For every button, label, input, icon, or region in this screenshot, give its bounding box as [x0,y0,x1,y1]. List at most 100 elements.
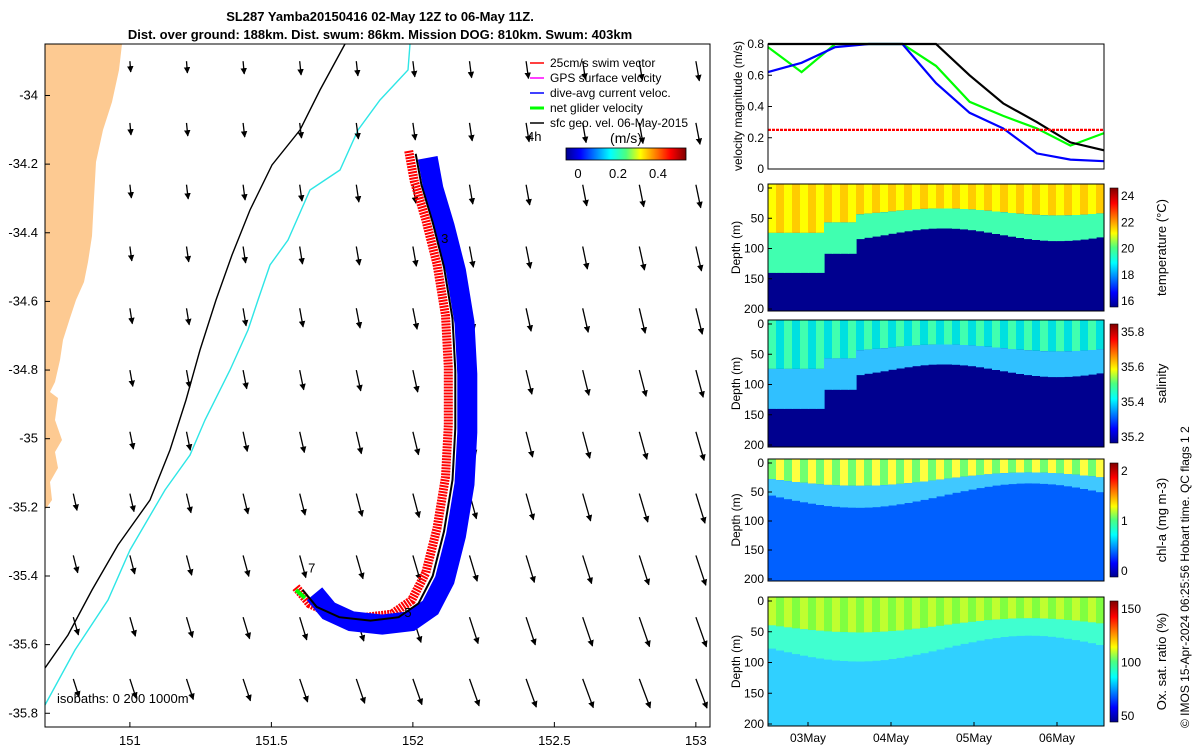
section-cell [1080,597,1089,622]
colorbar-label: temperature (°C) [1154,199,1169,296]
section-cell [1056,619,1065,638]
section-cell [936,344,945,365]
section-cell [1088,622,1097,644]
section-cell [904,320,913,346]
section-cell [856,632,865,662]
section-cell [848,632,857,662]
section-cell [840,597,849,633]
section-cell [1080,184,1089,215]
section-cell [784,232,793,273]
section-cell [776,597,785,627]
geo-velocity-arrow [299,555,308,579]
geo-velocity-arrow [72,678,81,698]
section-cell [808,368,817,409]
section-cell [1064,215,1073,241]
geo-velocity-arrow [297,122,305,139]
velocity-y-tick-label: 0.6 [747,68,764,82]
velocity-y-tick-label: 0 [757,162,764,176]
section-cell [872,485,881,508]
section-cell [808,232,817,273]
section-cell [848,485,857,508]
section-cell [960,184,969,209]
section-cell [984,620,993,640]
geo-velocity-arrow [129,617,137,637]
colorbar-tick: 0.4 [649,166,667,181]
colorbar-tick-label: 24 [1121,189,1135,203]
colorbar-tick-label: 100 [1121,656,1141,670]
velocity-y-tick-label: 0.8 [747,37,764,51]
depth-tick-label: 50 [751,347,765,361]
section-cell [1080,350,1089,376]
section-cell [1024,214,1033,240]
depth-axis-label: Depth (m) [729,493,743,546]
map-x-tick-label: 153 [685,733,707,748]
depth-tick-label: 50 [751,625,765,639]
section-cell [944,597,953,625]
section-cell [1064,620,1073,639]
map-frame [44,43,711,728]
map-y-tick-label: -35.2 [8,499,38,514]
section-cell [1040,215,1049,241]
section-cell [1096,477,1105,493]
section-cell [880,459,889,486]
depth-tick-label: 150 [744,272,764,286]
legend-time-label: 4h [527,129,541,144]
geo-velocity-arrow [127,246,135,262]
section-cell [1048,618,1057,637]
section-cell [1040,472,1049,484]
section-cell [912,209,921,231]
section-cell [1008,184,1017,213]
map-x-tick-label: 151 [119,733,141,748]
section-cell [968,209,977,231]
figure-title-line2: Dist. over ground: 188km. Dist. swum: 86… [127,27,633,42]
section-cell [1048,320,1057,352]
geo-velocity-arrow [695,308,705,335]
geo-velocity-arrow [412,431,421,456]
depth-tick-label: 150 [744,408,764,422]
section-cell [944,478,953,495]
geo-velocity-arrow [695,555,708,586]
section-cell [800,320,809,369]
section-cell [992,473,1001,486]
section-cell [944,320,953,345]
section-cell [880,597,889,632]
colorbar-tick: 0 [574,166,581,181]
geo-velocity-arrow [242,555,251,578]
section-cell [920,184,929,209]
swim-vector-band [292,149,453,623]
depth-tick-label: 150 [744,686,764,700]
section-cell [1072,474,1081,488]
section-cell [976,597,985,621]
section-cell [848,222,857,254]
geo-velocity-arrow [355,555,365,580]
section-cell [976,621,985,641]
section-cell [1008,472,1017,485]
section-cell [872,320,881,349]
section-cell [1072,597,1081,621]
legend-geo-label: sfc geo. vel. 06-May-2015 [550,116,688,130]
section-cell [904,210,913,232]
geo-velocity-arrow [129,431,136,450]
geo-velocity-arrow [241,184,248,201]
section-cell [1096,320,1105,350]
geo-velocity-arrow [695,61,702,82]
section-cell [888,347,897,370]
section-cell [1088,476,1097,491]
section-cell [944,624,953,648]
section-cell [896,210,905,233]
geo-velocity-arrow [695,678,708,709]
legend-item-gps: GPS surface velocity [530,71,661,85]
geo-velocity-arrow [298,308,306,328]
section-cell [1000,348,1009,372]
geo-velocity-arrow [240,61,247,75]
geo-velocity-arrow [468,616,480,645]
section-cell [904,184,913,210]
velocity-series-line [767,42,1105,163]
geo-velocity-arrow [638,122,646,145]
geo-velocity-arrow [127,122,134,136]
section-cell [832,597,841,632]
section-cell [1024,459,1033,473]
section-cell [984,597,993,621]
section-cell [1024,320,1033,351]
section-cell [912,184,921,210]
